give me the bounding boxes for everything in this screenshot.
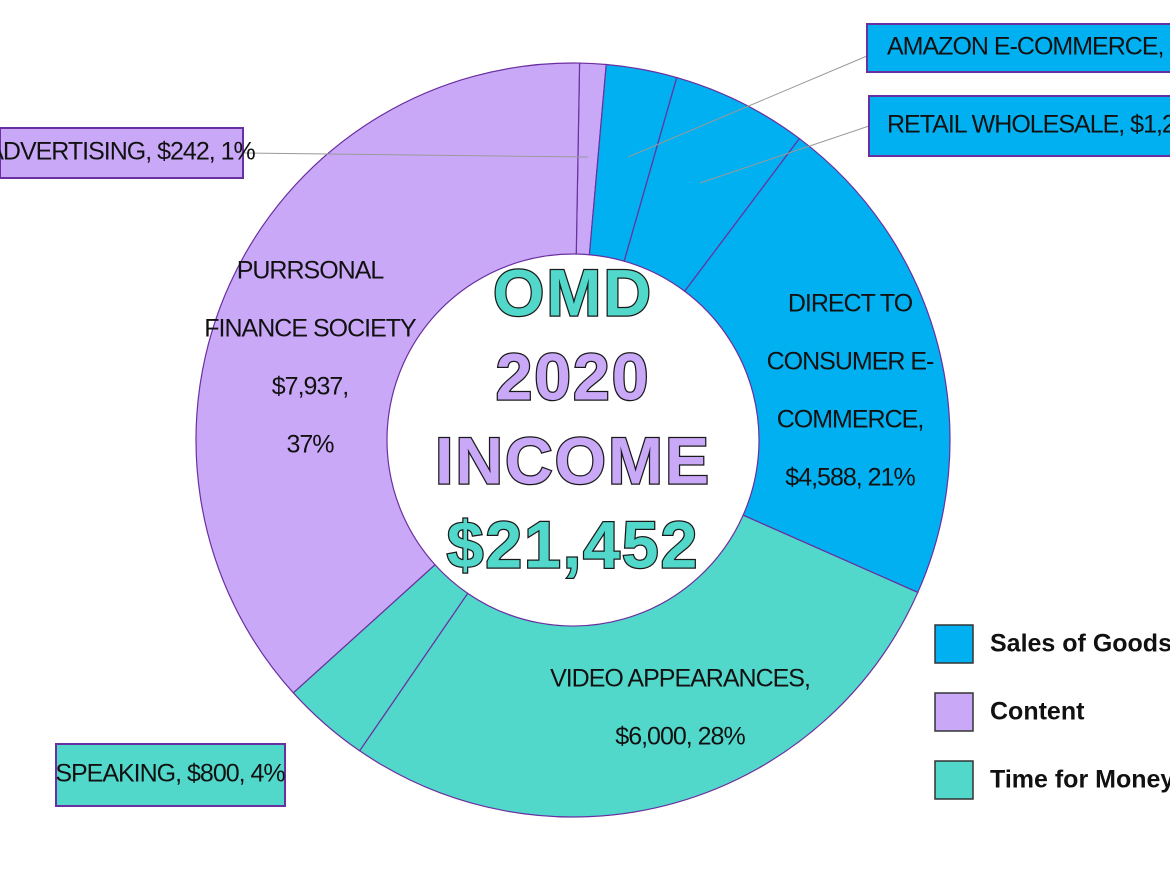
data-label: 37% — [286, 431, 334, 459]
slice — [683, 137, 951, 594]
center-text: $21,452 — [447, 507, 700, 581]
label-box — [868, 95, 1170, 157]
data-label: DIRECT TO — [788, 290, 913, 318]
center-text: INCOME — [435, 423, 711, 497]
slice — [358, 514, 919, 818]
data-label: CONSUMER E- — [767, 348, 934, 376]
data-label: AMAZON E-COMMERCE, $651, 3% — [887, 33, 1170, 61]
data-label: VIDEO APPEARANCES, — [550, 665, 810, 693]
leader-line — [242, 152, 589, 158]
data-label: FINANCE SOCIETY — [204, 315, 417, 343]
slice — [195, 62, 581, 694]
data-label: $7,937, — [272, 373, 348, 401]
legend-swatch — [934, 760, 974, 800]
data-label: RETAIL WHOLESALE, $1,248, 6% — [887, 111, 1170, 139]
legend-swatch — [934, 624, 974, 664]
data-label: ADVERTISING, $242, 1% — [0, 138, 256, 166]
legend-swatch — [934, 692, 974, 732]
data-label: SPEAKING, $800, 4% — [55, 760, 285, 788]
data-label: $6,000, 28% — [615, 723, 745, 751]
label-box — [55, 743, 286, 807]
label-box — [0, 127, 244, 179]
legend-label: Time for Money — [990, 766, 1170, 794]
leader-line — [699, 125, 870, 184]
center-text: 2020 — [496, 339, 651, 413]
center-text: OMD — [493, 255, 653, 329]
label-box — [866, 23, 1170, 73]
data-label: COMMERCE, — [777, 406, 924, 434]
legend-label: Sales of Goods — [990, 630, 1170, 658]
legend-label: Content — [990, 698, 1085, 726]
leader-line — [627, 55, 868, 158]
data-label: $4,588, 21% — [785, 464, 915, 492]
data-label: PURRSONAL — [237, 257, 385, 285]
